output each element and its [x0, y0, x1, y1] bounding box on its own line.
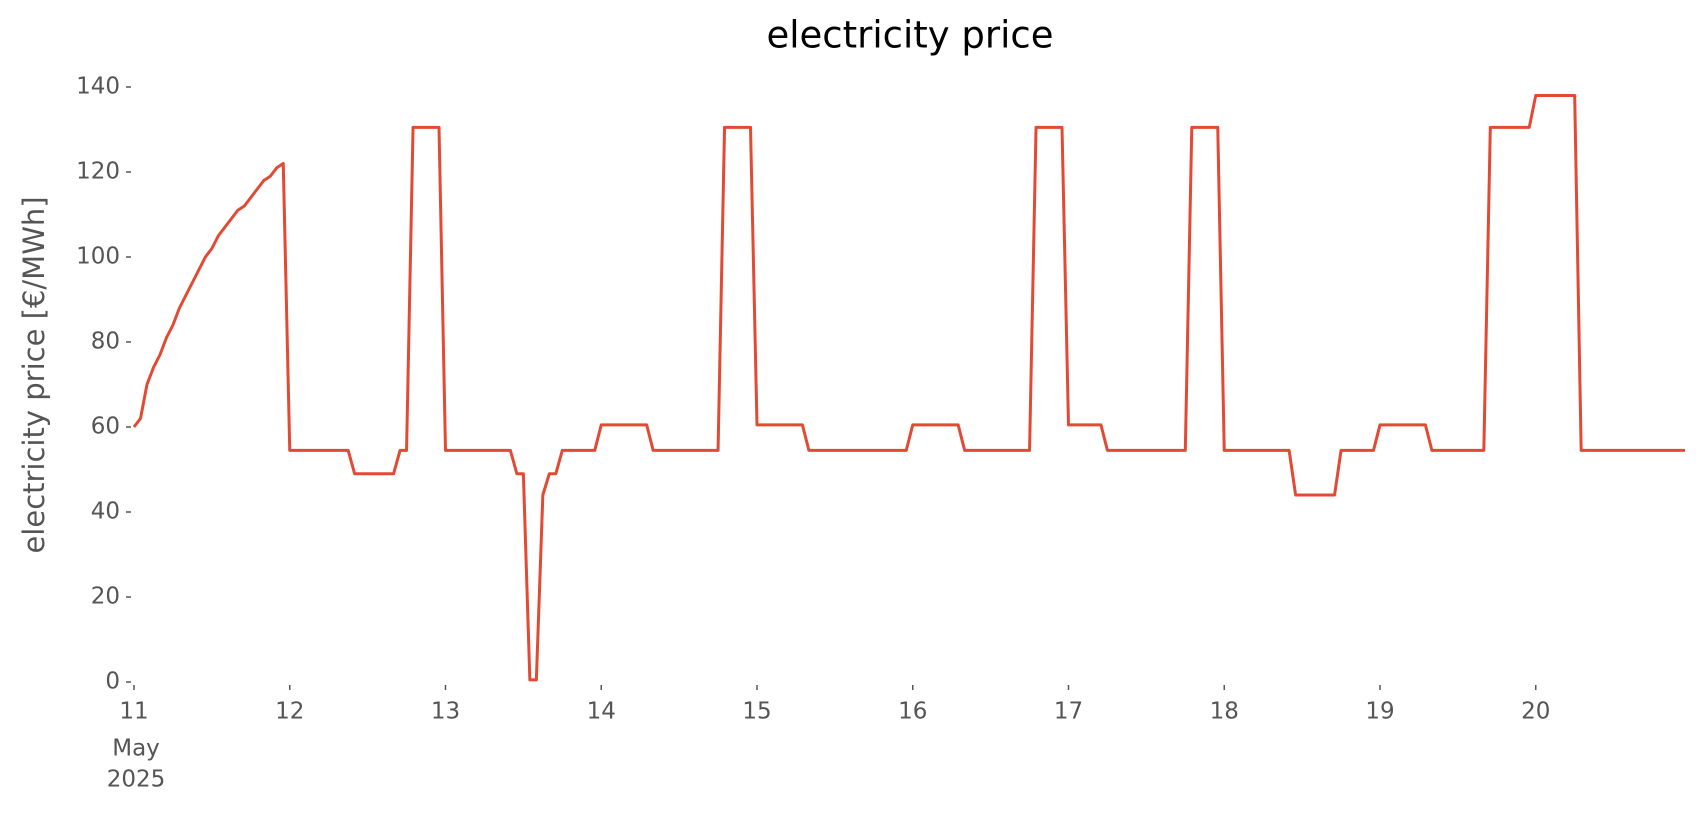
- y-tick-label: 0: [105, 669, 120, 695]
- x-date-year: 2025: [107, 767, 166, 793]
- y-tick-label: 140: [76, 74, 120, 100]
- x-date-month: May: [112, 736, 160, 762]
- x-tick-label: 19: [1365, 699, 1394, 725]
- y-tick-label: 80: [91, 329, 120, 355]
- y-tick-label: 120: [76, 159, 120, 185]
- x-tick-label: 14: [587, 699, 616, 725]
- x-tick-label: 12: [275, 699, 304, 725]
- x-tick-label: 13: [431, 699, 460, 725]
- x-tick-label: 17: [1054, 699, 1083, 725]
- y-tick-label: 100: [76, 244, 120, 270]
- y-axis-label: electricity price [€/MWh]: [17, 196, 51, 553]
- x-tick-label: 15: [742, 699, 771, 725]
- y-tick-label: 20: [91, 584, 120, 610]
- y-tick-label: 60: [91, 414, 120, 440]
- price-line: [132, 94, 1685, 682]
- x-tick-label: 16: [898, 699, 927, 725]
- x-tick-label: 11: [119, 699, 148, 725]
- y-tick-label: 40: [91, 499, 120, 525]
- x-tick-label: 18: [1210, 699, 1239, 725]
- x-tick-label: 20: [1521, 699, 1550, 725]
- chart-title: electricity price: [766, 14, 1053, 57]
